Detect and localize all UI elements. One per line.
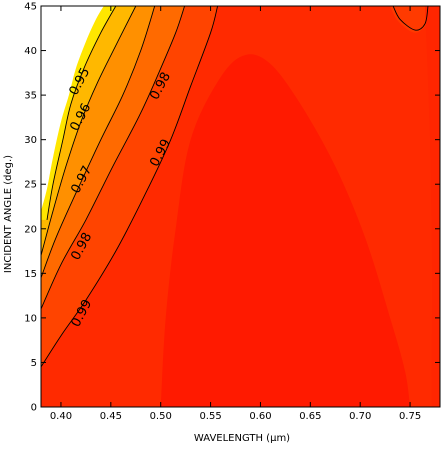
contour-line-098 (41, 6, 186, 310)
y-axis-title: INCIDENT ANGLE (deg.) (3, 155, 14, 273)
contour-line-095 (46, 6, 117, 220)
x-axis: 0.40 0.45 0.50 0.55 0.60 0.65 0.70 0.75 (50, 6, 421, 422)
x-tick-label: 0.45 (100, 411, 122, 422)
contour-line-extra-5 (392, 6, 429, 31)
x-tick-label: 0.50 (150, 411, 172, 422)
fill-upper-right-pocket (390, 6, 432, 33)
x-tick-label: 0.40 (50, 411, 72, 422)
y-tick-label: 0 (31, 403, 37, 414)
contour-line-099 (41, 6, 219, 368)
y-tick-label: 20 (24, 224, 37, 235)
y-tick-label: 40 (24, 46, 37, 57)
y-tick-label: 35 (24, 91, 37, 102)
x-tick-label: 0.75 (399, 411, 421, 422)
y-tick-label: 25 (24, 180, 37, 191)
y-tick-label: 15 (24, 269, 37, 280)
x-tick-label: 0.55 (199, 411, 221, 422)
y-axis: 0 5 10 15 20 25 30 35 40 45 (24, 2, 440, 414)
x-tick-label: 0.65 (299, 411, 321, 422)
contour-lines (41, 6, 429, 368)
plot-fill (41, 6, 440, 407)
fill-right-edge (425, 6, 440, 407)
y-tick-label: 10 (24, 313, 37, 324)
x-tick-label: 0.70 (349, 411, 371, 422)
x-axis-title: WAVELENGTH (µm) (194, 433, 290, 444)
plot-frame (40, 5, 441, 408)
contour-line-096 (41, 6, 137, 256)
fill-peak-region (160, 54, 411, 407)
y-tick-label: 30 (24, 135, 37, 146)
y-tick-label: 5 (31, 358, 37, 369)
fill-uncovered (41, 6, 104, 211)
x-tick-label: 0.60 (249, 411, 271, 422)
contour-line-097 (41, 6, 156, 278)
y-tick-label: 45 (24, 2, 37, 13)
